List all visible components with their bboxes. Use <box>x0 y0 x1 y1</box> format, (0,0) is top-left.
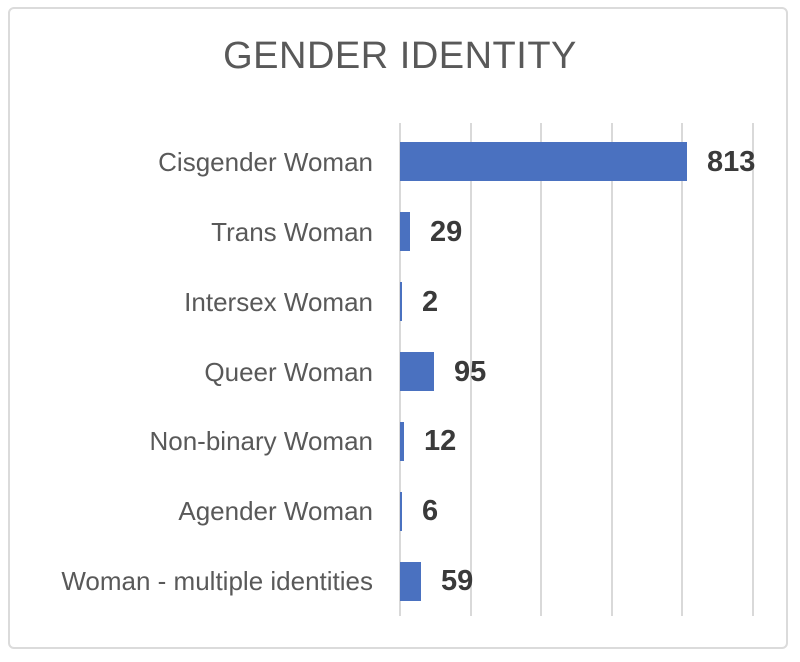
gridline <box>752 123 754 616</box>
bar <box>400 282 402 321</box>
value-label: 59 <box>441 565 474 597</box>
gridline <box>470 123 472 616</box>
category-label: Intersex Woman <box>184 287 373 317</box>
category-label: Trans Woman <box>211 217 373 247</box>
value-label: 95 <box>454 356 487 388</box>
category-label: Woman - multiple identities <box>61 566 373 596</box>
bar <box>400 142 687 181</box>
value-label: 12 <box>424 425 457 457</box>
category-label: Cisgender Woman <box>158 147 373 177</box>
bar <box>400 422 405 461</box>
gridline <box>611 123 613 616</box>
chart-title: GENDER IDENTITY <box>223 35 577 77</box>
gridline <box>540 123 542 616</box>
value-label: 813 <box>707 146 756 178</box>
category-label: Queer Woman <box>204 357 373 387</box>
value-label: 2 <box>422 286 439 318</box>
value-label: 29 <box>430 216 463 248</box>
bar <box>400 212 411 251</box>
gridline <box>681 123 683 616</box>
bar <box>400 492 403 531</box>
category-label: Agender Woman <box>178 496 373 526</box>
bar <box>400 562 421 601</box>
category-label: Non-binary Woman <box>149 426 373 456</box>
bar <box>400 352 434 391</box>
plot-area <box>399 123 754 616</box>
value-label: 6 <box>422 495 439 527</box>
